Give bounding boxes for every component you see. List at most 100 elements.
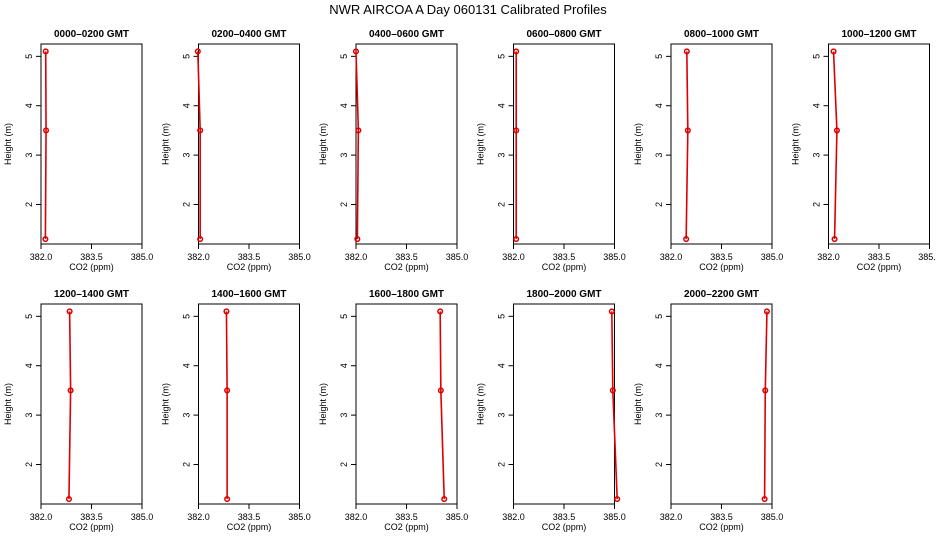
panel-title: 0000–0200 GMT xyxy=(54,29,129,40)
y-tick-label: 5 xyxy=(812,54,822,59)
y-tick-label: 4 xyxy=(812,103,822,108)
profile-point xyxy=(224,387,231,394)
profile-panel: 1000–1200 GMT 382.0 383.5 385.0 CO2 (ppm) 2 3 4… xyxy=(791,29,936,272)
profile-point xyxy=(66,308,73,315)
profile-line xyxy=(439,311,446,500)
y-tick-label: 3 xyxy=(182,153,192,158)
y-tick-label: 3 xyxy=(654,153,664,158)
x-tick-label: 385.0 xyxy=(288,512,311,522)
x-axis-label: CO2 (ppm) xyxy=(69,262,114,272)
profile-point xyxy=(831,236,838,243)
y-axis-label: Height (m) xyxy=(476,383,486,425)
y-tick-label: 5 xyxy=(24,314,34,319)
x-tick-label: 383.5 xyxy=(395,512,418,522)
profile-point xyxy=(684,127,691,134)
profile-point xyxy=(43,127,50,134)
x-tick-label: 382.0 xyxy=(30,252,53,262)
y-tick-label: 4 xyxy=(654,103,664,108)
plot-frame xyxy=(40,43,143,245)
panel-title: 0600–0800 GMT xyxy=(526,29,601,40)
profile-point xyxy=(762,387,769,394)
y-tick-label: 4 xyxy=(24,103,34,108)
profile-panel: 2000–2200 GMT 382.0 383.5 385.0 CO2 (ppm) 2 3 4… xyxy=(633,289,783,532)
y-tick-label: 5 xyxy=(497,54,507,59)
x-tick-label: 383.5 xyxy=(80,252,103,262)
x-axis-label: CO2 (ppm) xyxy=(384,522,429,532)
y-tick-label: 3 xyxy=(182,413,192,418)
plot-frame xyxy=(355,43,458,245)
x-tick-label: 383.5 xyxy=(553,252,576,262)
profile-point xyxy=(197,236,204,243)
x-tick-label: 385.0 xyxy=(446,512,469,522)
y-tick-label: 5 xyxy=(182,314,192,319)
x-axis-label: CO2 (ppm) xyxy=(227,262,272,272)
panel-title: 1200–1400 GMT xyxy=(54,289,129,300)
x-tick-label: 383.5 xyxy=(238,512,261,522)
x-tick-label: 383.5 xyxy=(80,512,103,522)
y-tick-label: 5 xyxy=(24,54,34,59)
profile-point xyxy=(614,496,621,503)
plot-frame xyxy=(513,43,615,245)
plot-frame xyxy=(198,303,300,505)
profile-line xyxy=(225,311,228,500)
x-tick-label: 385.0 xyxy=(288,252,311,262)
profile-panel: 1400–1600 GMT 382.0 383.5 385.0 CO2 (ppm) 2 3 4… xyxy=(161,289,311,532)
profile-panel: 1200–1400 GMT 382.0 383.5 385.0 CO2 (ppm) 2 3 4… xyxy=(3,289,153,532)
y-tick-label: 3 xyxy=(339,153,349,158)
y-tick-label: 2 xyxy=(812,202,822,207)
y-tick-label: 2 xyxy=(497,462,507,467)
x-tick-label: 385.0 xyxy=(761,512,784,522)
y-tick-label: 4 xyxy=(654,363,664,368)
y-tick-label: 2 xyxy=(339,202,349,207)
profile-line xyxy=(611,311,618,500)
y-tick-label: 3 xyxy=(497,153,507,158)
x-tick-label: 383.5 xyxy=(238,252,261,262)
plot-frame xyxy=(40,303,143,505)
panel-title: 1600–1800 GMT xyxy=(369,289,444,300)
profile-point xyxy=(42,48,49,55)
profile-panel: 0600–0800 GMT 382.0 383.5 385.0 CO2 (ppm) 2 3 4… xyxy=(476,29,626,272)
y-tick-label: 5 xyxy=(182,54,192,59)
panel-title: 0400–0600 GMT xyxy=(369,29,444,40)
y-axis-label: Height (m) xyxy=(3,123,13,165)
x-axis-label: CO2 (ppm) xyxy=(69,522,114,532)
y-tick-label: 2 xyxy=(182,462,192,467)
panel-title: 1800–2000 GMT xyxy=(526,289,601,300)
profile-point xyxy=(223,308,230,315)
y-tick-label: 3 xyxy=(654,413,664,418)
profile-panel: 1600–1800 GMT 382.0 383.5 385.0 CO2 (ppm) 2 3 4… xyxy=(318,289,468,532)
x-axis-label: CO2 (ppm) xyxy=(542,262,587,272)
profile-point xyxy=(609,387,616,394)
plot-frame xyxy=(513,303,615,505)
profile-point xyxy=(683,48,690,55)
x-tick-label: 383.5 xyxy=(710,512,733,522)
x-tick-label: 382.0 xyxy=(345,512,368,522)
y-tick-label: 5 xyxy=(654,54,664,59)
profile-panel: 0000–0200 GMT 382.0 383.5 385.0 CO2 (ppm) 2 3 4… xyxy=(3,29,153,272)
profile-panel: 0400–0600 GMT 382.0 383.5 385.0 CO2 (ppm) 2 3 4… xyxy=(318,29,468,272)
y-tick-label: 3 xyxy=(24,413,34,418)
y-tick-label: 5 xyxy=(497,314,507,319)
x-axis-label: CO2 (ppm) xyxy=(857,262,902,272)
profile-point xyxy=(437,308,444,315)
y-axis-label: Height (m) xyxy=(633,123,643,165)
panel-title: 2000–2200 GMT xyxy=(684,289,759,300)
y-axis-label: Height (m) xyxy=(318,123,328,165)
profile-point xyxy=(761,496,768,503)
profile-line xyxy=(832,51,838,240)
profile-point xyxy=(42,236,49,243)
y-tick-label: 4 xyxy=(24,363,34,368)
x-tick-label: 385.0 xyxy=(761,252,784,262)
y-tick-label: 2 xyxy=(654,202,664,207)
x-tick-label: 382.0 xyxy=(502,252,525,262)
panel-title: 0200–0400 GMT xyxy=(211,29,286,40)
y-axis-label: Height (m) xyxy=(161,383,171,425)
profile-panel: 1800–2000 GMT 382.0 383.5 385.0 CO2 (ppm) 2 3 4… xyxy=(476,289,626,532)
profile-point xyxy=(437,387,444,394)
x-tick-label: 385.0 xyxy=(603,512,626,522)
y-tick-label: 2 xyxy=(24,462,34,467)
profile-point xyxy=(513,127,520,134)
profile-point xyxy=(67,387,74,394)
y-tick-label: 4 xyxy=(497,363,507,368)
y-tick-label: 2 xyxy=(24,202,34,207)
